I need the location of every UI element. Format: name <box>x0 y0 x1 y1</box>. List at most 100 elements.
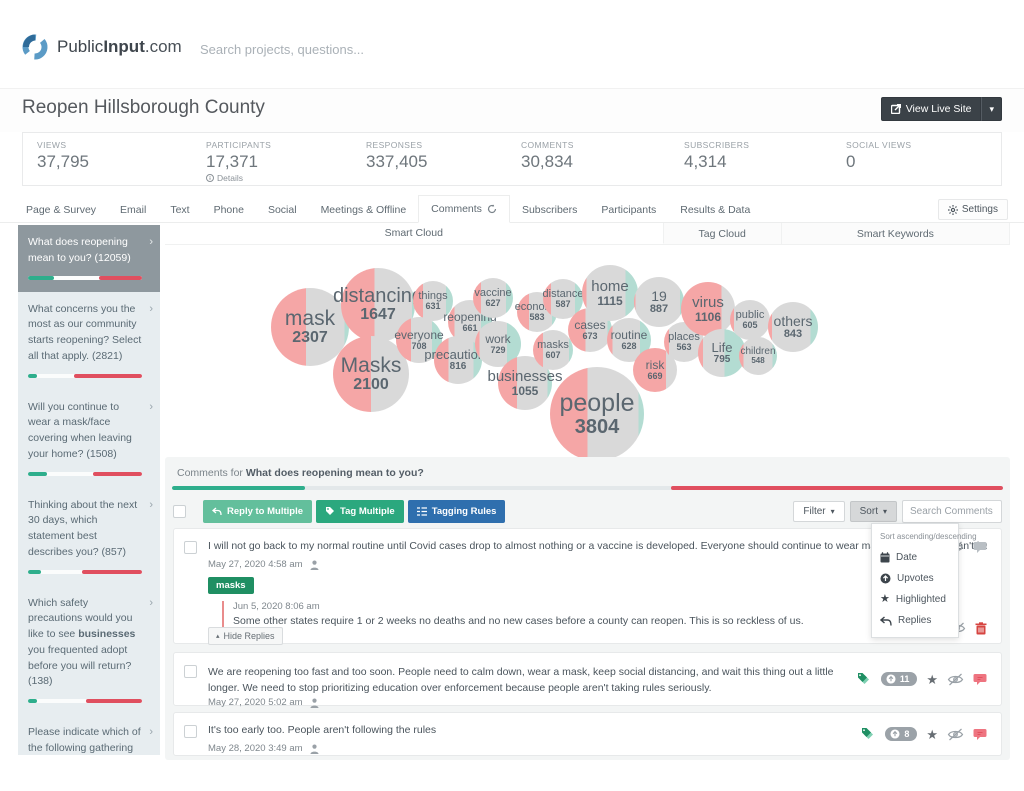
cloud-bubble-children[interactable]: children 548 <box>739 337 777 375</box>
caret-down-icon: ▾ <box>882 506 887 516</box>
hide-replies-button[interactable]: ▴ Hide Replies <box>208 627 283 645</box>
cloud-bubble-everyone[interactable]: everyone 708 <box>394 317 444 363</box>
cloud-bubble-public[interactable]: public 605 <box>730 300 770 340</box>
bubble-word: children <box>740 345 776 357</box>
star-icon[interactable]: ★ <box>926 671 938 687</box>
stat-subscribers: SUBSCRIBERS 4,314 <box>684 140 749 172</box>
cloud-bubble-life[interactable]: Life 795 <box>698 329 746 377</box>
sort-button[interactable]: Sort ▾ <box>849 500 897 522</box>
subtab-smart-keywords[interactable]: Smart Keywords <box>781 223 1010 244</box>
select-all-checkbox[interactable] <box>173 504 186 518</box>
response-sentiment-bar <box>28 373 142 378</box>
cloud-bubble-home[interactable]: home 1115 <box>582 265 638 321</box>
cloud-bubble-precautions[interactable]: precautions 816 <box>424 336 492 384</box>
cloud-bubble-businesses[interactable]: businesses 1055 <box>487 356 563 410</box>
cloud-bubble-people[interactable]: people 3804 <box>550 367 644 461</box>
star-icon[interactable]: ★ <box>926 726 938 742</box>
person-icon[interactable] <box>310 698 319 708</box>
bubble-count: 627 <box>485 298 501 309</box>
cloud-bubble-19[interactable]: 19 887 <box>634 277 684 327</box>
tags-green-icon[interactable] <box>856 672 872 686</box>
filter-button[interactable]: Filter ▾ <box>793 500 845 522</box>
title-bar: Reopen Hillsborough County View Live Sit… <box>0 88 1024 132</box>
view-live-site-caret-button[interactable]: ▾ <box>981 97 1002 121</box>
bubble-count: 628 <box>621 340 637 351</box>
cloud-bubble-masks[interactable]: masks 607 <box>533 330 573 370</box>
comment-red-icon[interactable] <box>973 728 987 741</box>
sort-option-highlighted[interactable]: ★ Highlighted <box>880 593 946 606</box>
person-icon[interactable] <box>310 744 319 754</box>
cloud-bubble-masks[interactable]: Masks 2100 <box>333 336 409 412</box>
main-tab-bar: Page & Survey Email Text Phone Social Meeting… <box>0 195 1024 223</box>
cloud-bubble-things[interactable]: things 631 <box>413 281 453 321</box>
global-search-input[interactable]: Search projects, questions... <box>200 42 365 57</box>
subtab-smart-cloud[interactable]: Smart Cloud <box>165 223 664 244</box>
bubble-word: distance <box>542 287 584 300</box>
bubble-count: 583 <box>529 312 545 323</box>
sort-option-replies[interactable]: Replies <box>872 610 958 631</box>
tagging-rules-button[interactable]: Tagging Rules <box>407 499 506 523</box>
refresh-icon[interactable] <box>487 204 497 214</box>
sidebar-question-item[interactable]: Which safety precautions would you like … <box>18 586 160 716</box>
bubble-word: mask <box>284 306 336 330</box>
cloud-bubble-others[interactable]: others 843 <box>768 302 818 352</box>
eye-slash-icon[interactable] <box>947 673 964 686</box>
tab-subscribers[interactable]: Subscribers <box>521 203 578 216</box>
publicinput-logo[interactable]: PublicInput.com <box>22 34 182 60</box>
bubble-word: places <box>668 330 700 343</box>
comment-red-icon[interactable] <box>973 673 987 686</box>
publicinput-logo-icon <box>22 34 48 60</box>
tags-green-icon[interactable] <box>860 727 876 741</box>
tab-phone[interactable]: Phone <box>213 203 244 216</box>
cloud-bubble-mask[interactable]: mask 2307 <box>271 288 349 366</box>
star-icon: ★ <box>880 593 890 605</box>
tag-multiple-button[interactable]: Tag Multiple <box>316 499 404 523</box>
sidebar-question-item[interactable]: Will you continue to wear a mask/face co… <box>18 390 160 488</box>
tab-page-survey[interactable]: Page & Survey <box>26 203 97 216</box>
comment-tag-badge[interactable]: masks <box>208 577 254 594</box>
search-comments-input[interactable] <box>902 499 1002 523</box>
comment-checkbox[interactable] <box>184 541 197 554</box>
tab-text[interactable]: Text <box>170 203 190 216</box>
settings-button[interactable]: Settings <box>937 199 1008 220</box>
details-link[interactable]: Details <box>206 173 271 183</box>
question-text: Thinking about the next 30 days, which s… <box>28 498 138 558</box>
sidebar-question-item[interactable]: Please indicate which of the following g… <box>18 715 160 755</box>
comment-checkbox[interactable] <box>184 665 197 678</box>
sidebar-question-item[interactable]: What concerns you the most as our commun… <box>18 292 160 390</box>
tab-meetings-offline[interactable]: Meetings & Offline <box>320 203 407 216</box>
tab-results-data[interactable]: Results & Data <box>680 203 751 216</box>
upvote-pill[interactable]: 11 <box>880 672 918 686</box>
person-icon[interactable] <box>310 560 319 570</box>
bubble-count: 843 <box>783 327 803 340</box>
trash-icon[interactable] <box>975 622 987 635</box>
tab-participants[interactable]: Participants <box>601 203 657 216</box>
reply-to-multiple-button[interactable]: Reply to Multiple <box>203 499 312 523</box>
stat-value: 0 <box>846 152 856 171</box>
subtab-tag-cloud[interactable]: Tag Cloud <box>663 223 782 244</box>
cloud-bubble-vaccine[interactable]: vaccine 627 <box>473 278 513 318</box>
sidebar-question-item[interactable]: What does reopening mean to you? (12059)… <box>18 225 160 292</box>
eye-slash-icon[interactable] <box>947 728 964 741</box>
sidebar-question-item[interactable]: Thinking about the next 30 days, which s… <box>18 488 160 586</box>
bubble-word: masks <box>537 338 569 351</box>
cloud-bubble-cases[interactable]: cases 673 <box>568 308 612 352</box>
tab-comments[interactable]: Comments <box>418 195 510 223</box>
comment-actions: 8 ★ <box>860 727 987 741</box>
tab-social[interactable]: Social <box>267 203 297 216</box>
chevron-right-icon: › <box>149 498 153 511</box>
comment-gray-icon[interactable] <box>973 541 987 554</box>
sort-option-date[interactable]: Date <box>872 547 958 568</box>
cloud-bubble-virus[interactable]: virus 1106 <box>681 282 735 336</box>
page-title: Reopen Hillsborough County <box>22 97 265 118</box>
bubble-word: Masks <box>340 353 402 377</box>
stat-value: 4,314 <box>684 152 727 171</box>
tab-email[interactable]: Email <box>120 203 147 216</box>
sort-option-upvotes[interactable]: Upvotes <box>872 568 958 589</box>
bubble-count: 587 <box>555 299 571 310</box>
stat-value: 37,795 <box>37 152 89 171</box>
view-live-site-button[interactable]: View Live Site <box>880 97 982 121</box>
comment-checkbox[interactable] <box>184 725 197 738</box>
bubble-count: 673 <box>582 330 598 341</box>
upvote-pill[interactable]: 8 <box>885 727 918 741</box>
